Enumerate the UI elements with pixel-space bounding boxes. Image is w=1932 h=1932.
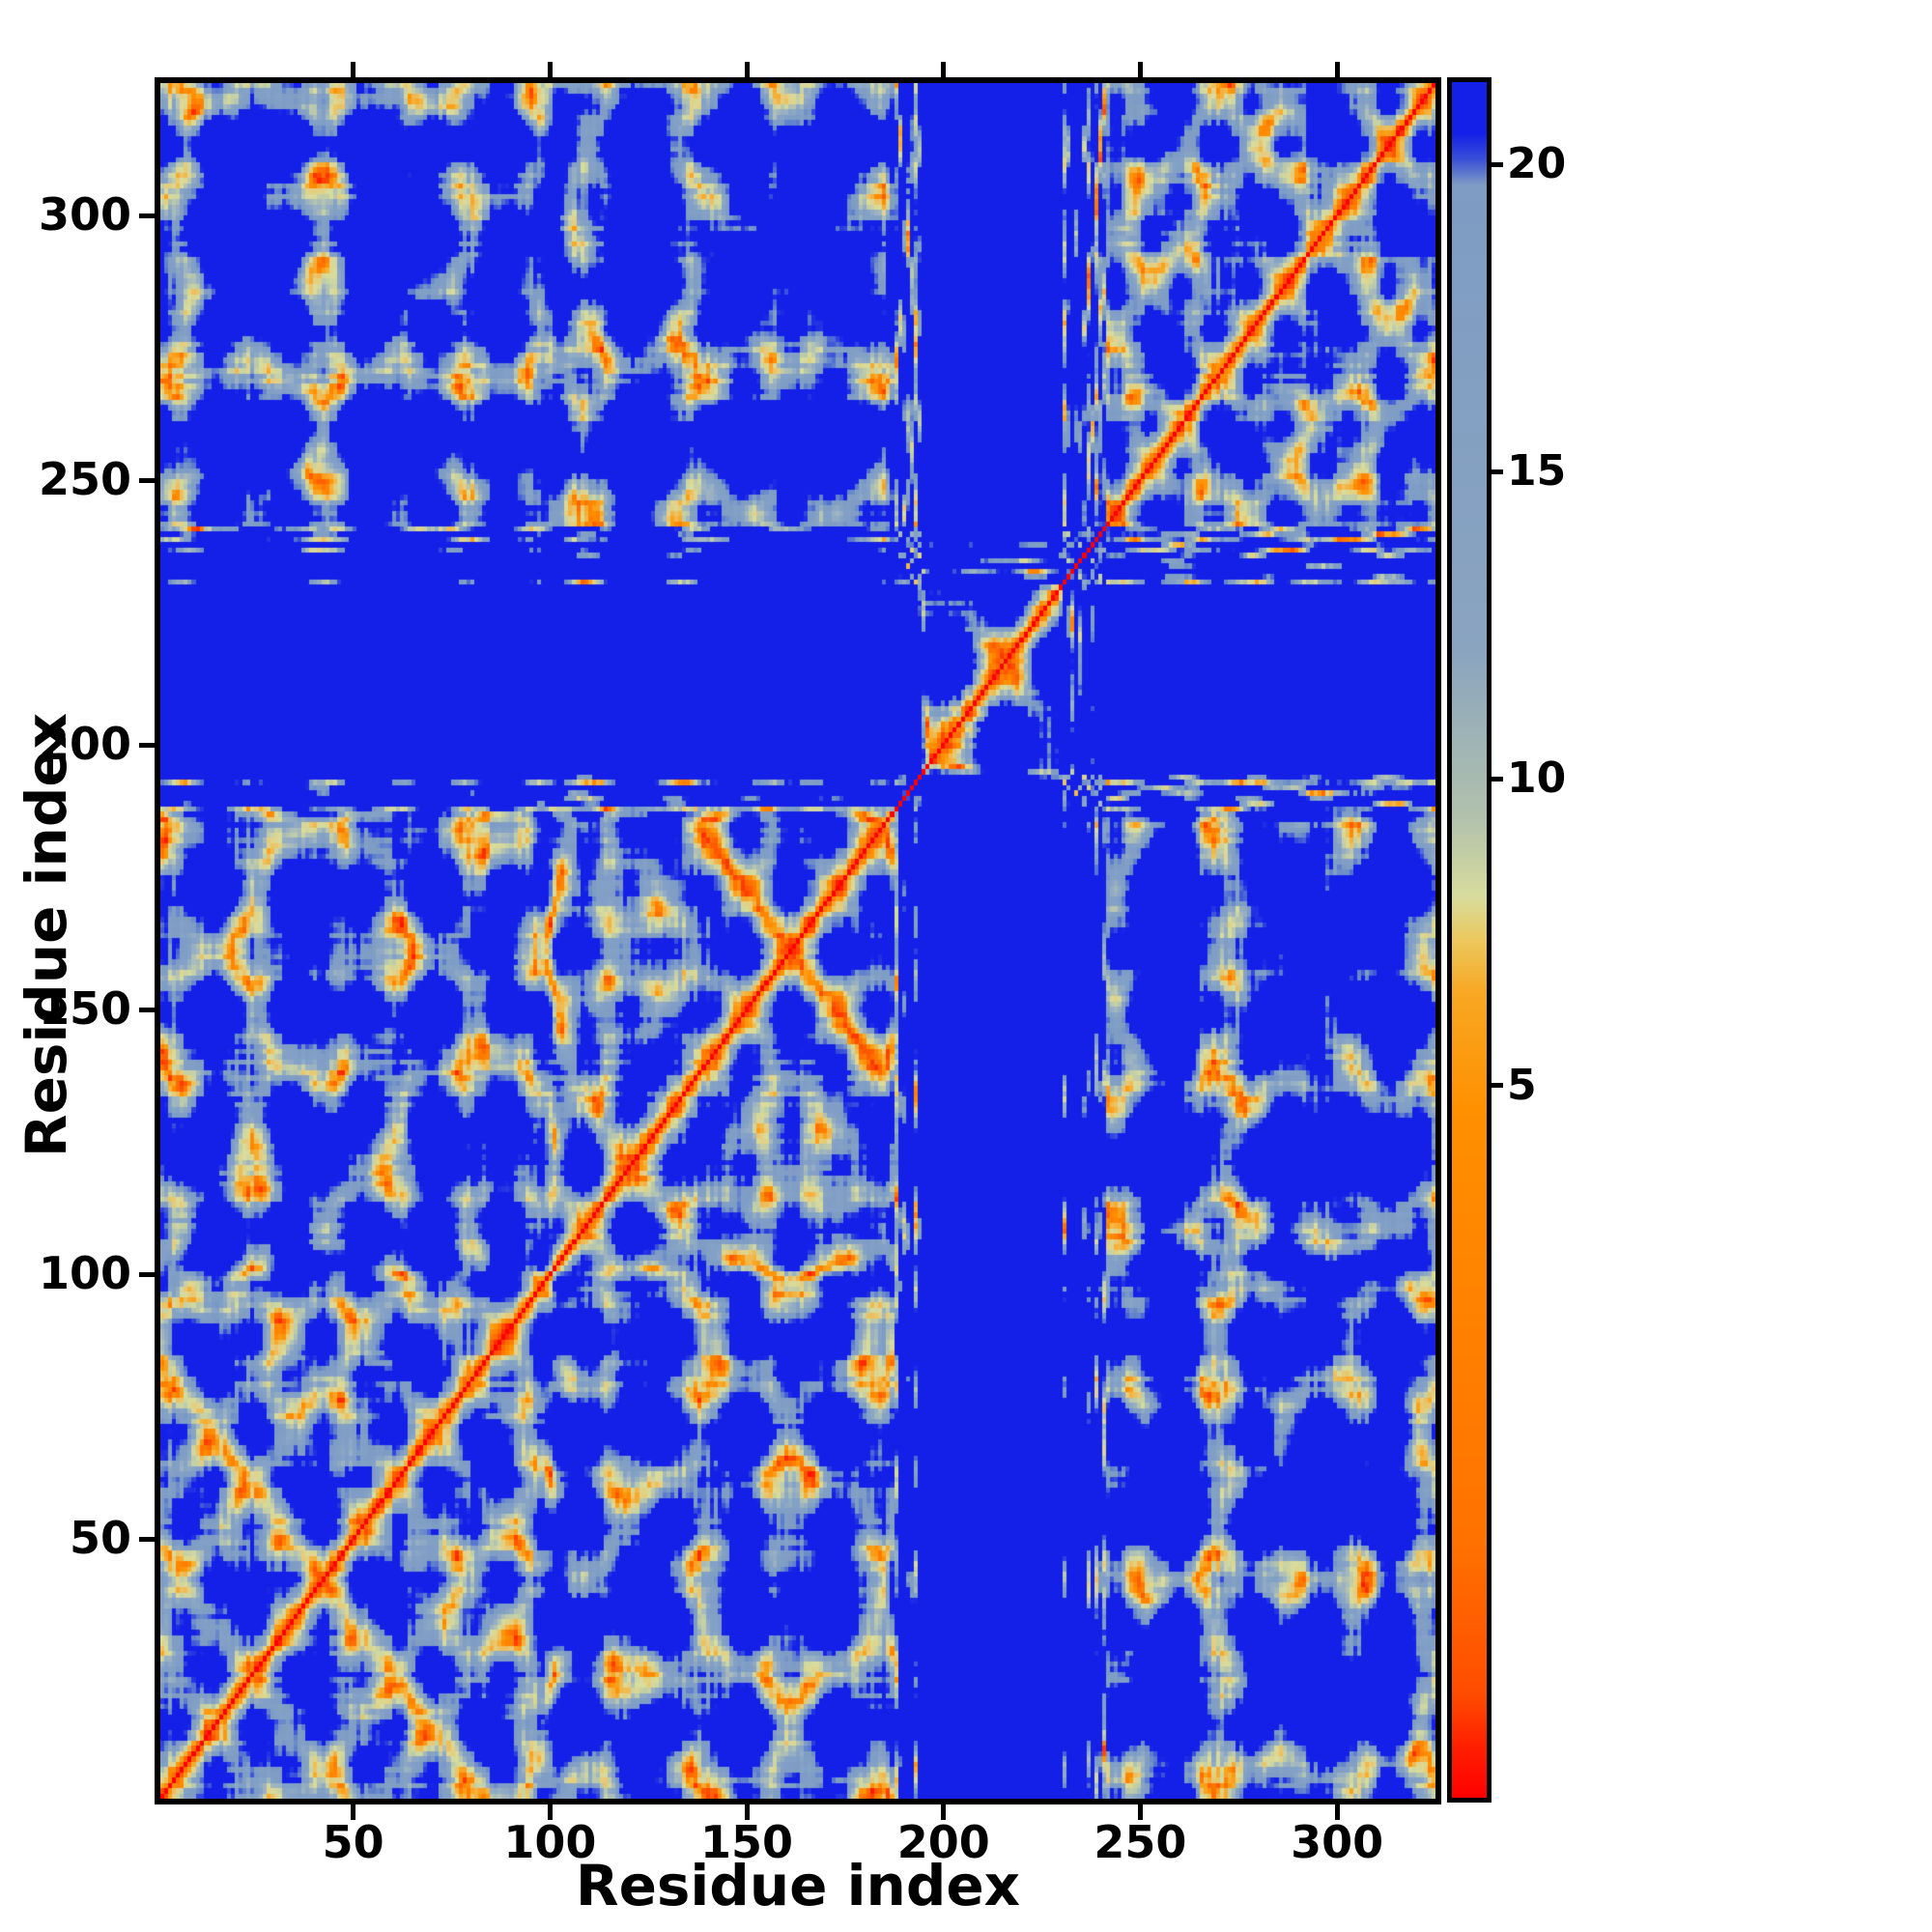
y-tick-label: 100 (38, 1247, 131, 1300)
colorbar-tick-mark (1492, 161, 1503, 167)
x-tick-label: 50 (322, 1816, 384, 1868)
x-tick-mark (744, 1804, 750, 1820)
x-tick-mark (547, 1804, 553, 1820)
x-tick-mark (1137, 1804, 1143, 1820)
colorbar-tick-mark (1492, 1083, 1503, 1089)
x-tick-mark (1334, 1804, 1340, 1820)
x-tick-label: 200 (896, 1816, 990, 1868)
y-tick-label: 250 (38, 453, 131, 506)
y-tick-mark (139, 213, 155, 218)
y-axis-label: Residue index (14, 712, 79, 1158)
colorbar-tick-mark (1492, 776, 1503, 781)
colorbar-tick-label: 15 (1507, 446, 1567, 497)
x-tick-mark (941, 1804, 947, 1820)
x-tick-label: 100 (503, 1816, 597, 1868)
x-tick-mark (351, 1804, 356, 1820)
colorbar-tick-label: 5 (1507, 1060, 1537, 1110)
y-tick-mark (139, 1536, 155, 1542)
heatmap-canvas (160, 83, 1435, 1799)
x-tick-label: 250 (1094, 1816, 1187, 1868)
x-top-tick-mark (547, 62, 553, 77)
y-tick-label: 50 (69, 1512, 131, 1565)
x-top-tick-mark (1334, 62, 1340, 77)
y-tick-mark (139, 1271, 155, 1277)
x-axis-label: Residue index (575, 1853, 1021, 1918)
x-top-tick-mark (744, 62, 750, 77)
colorbar-canvas (1452, 82, 1487, 1798)
x-top-tick-mark (941, 62, 947, 77)
x-tick-label: 300 (1291, 1816, 1384, 1868)
y-tick-mark (139, 1007, 155, 1012)
x-tick-label: 150 (700, 1816, 794, 1868)
colorbar-tick-label: 20 (1507, 139, 1567, 189)
colorbar-frame (1447, 77, 1492, 1803)
plot-frame (155, 77, 1441, 1804)
y-tick-label: 150 (38, 982, 131, 1036)
colorbar-tick-label: 10 (1507, 753, 1567, 804)
x-top-tick-mark (351, 62, 356, 77)
y-tick-label: 300 (38, 188, 131, 242)
colorbar-tick-mark (1492, 469, 1503, 474)
y-tick-mark (139, 477, 155, 483)
y-tick-label: 200 (38, 718, 131, 771)
x-top-tick-mark (1137, 62, 1143, 77)
y-tick-mark (139, 742, 155, 748)
